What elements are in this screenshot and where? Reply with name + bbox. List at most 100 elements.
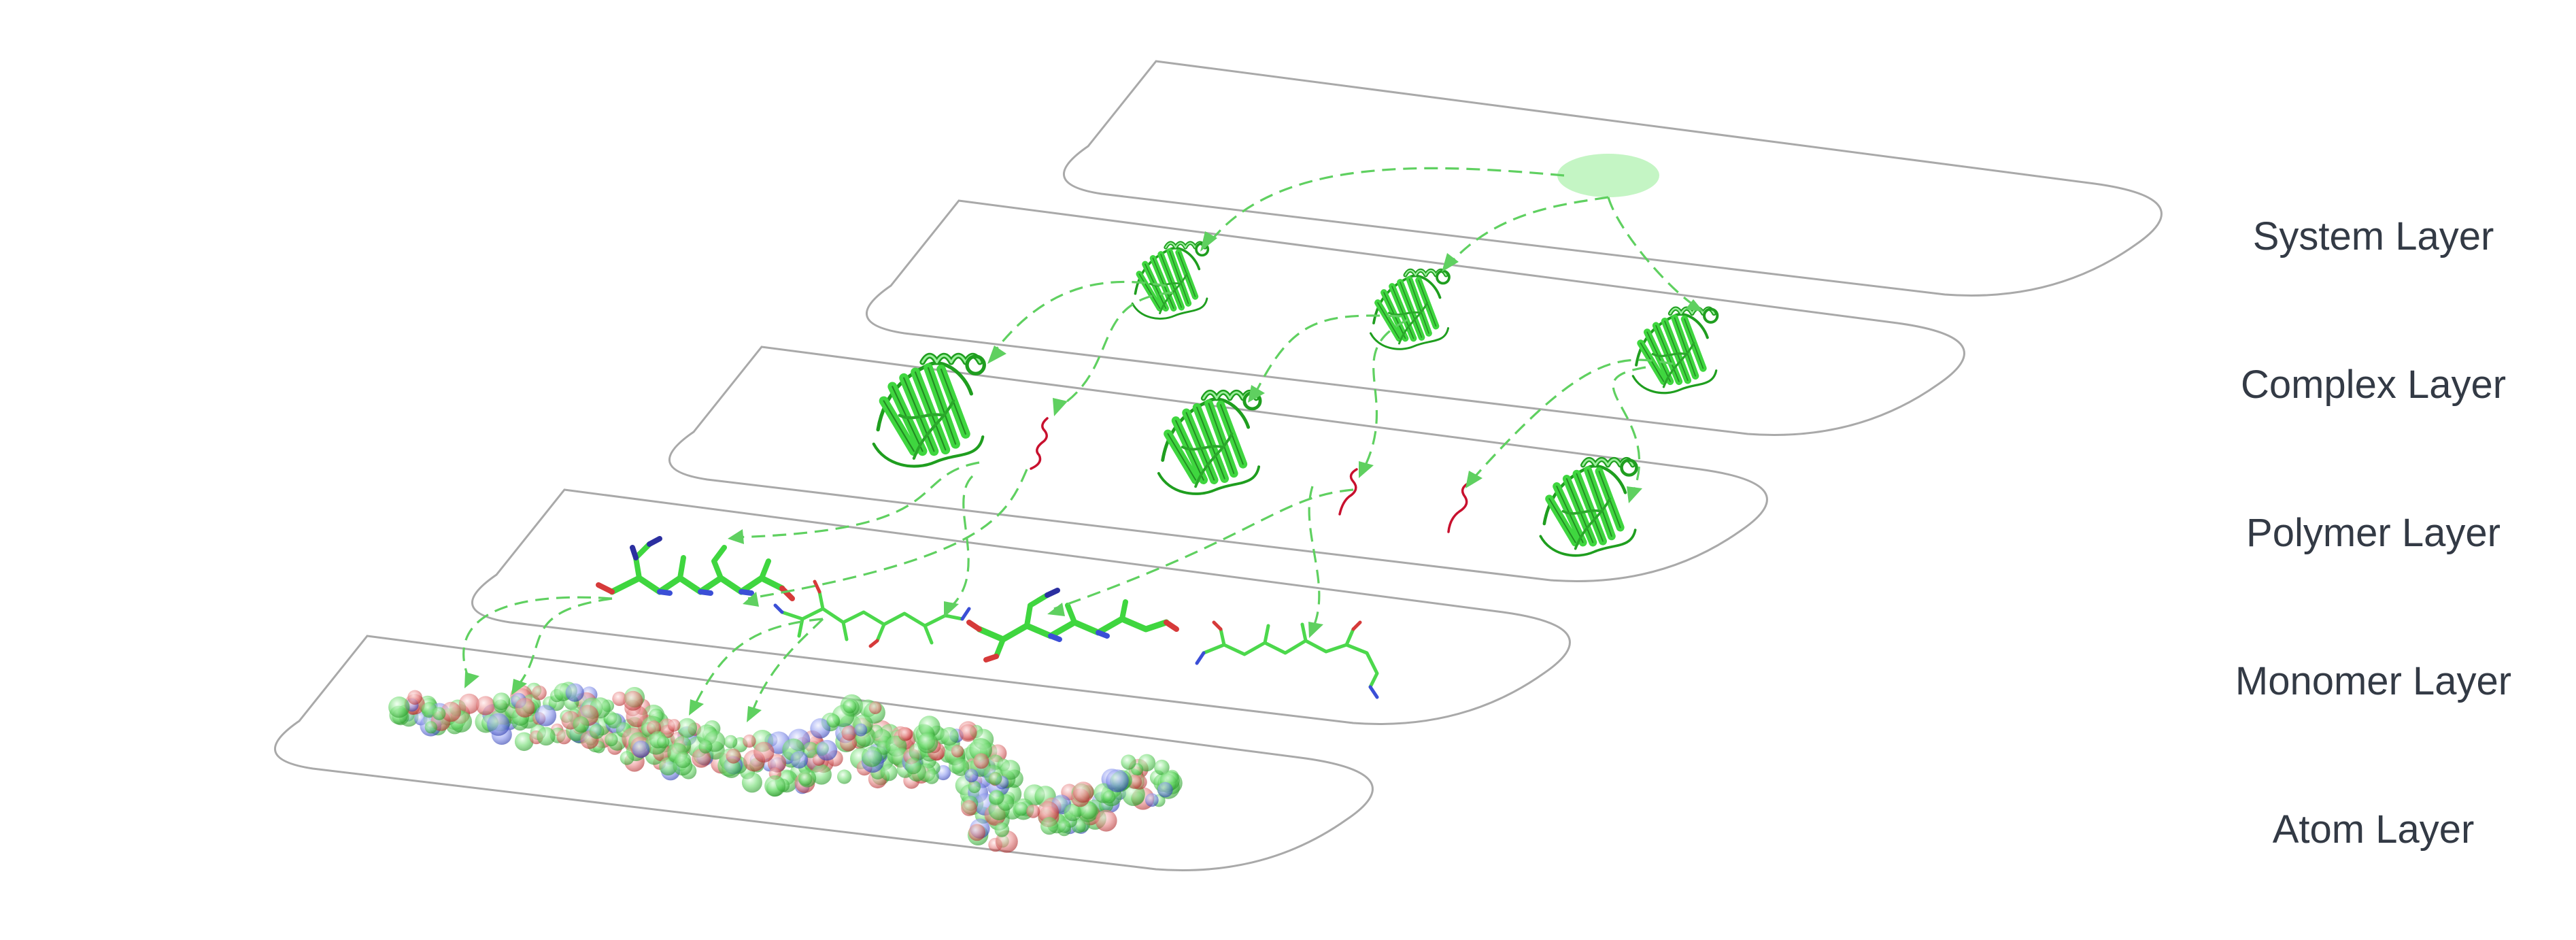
atom-sphere (898, 726, 913, 741)
atom-sphere (917, 732, 938, 754)
atom-sphere (535, 705, 557, 726)
atom-sphere (492, 692, 511, 710)
atom-sphere (475, 696, 496, 716)
atom-sphere (826, 714, 841, 728)
layer-labels: System Layer Complex Layer Polymer Layer… (2235, 214, 2511, 852)
layer-complex (866, 199, 1965, 436)
atom-sphere (626, 705, 648, 728)
atom-sphere (816, 739, 838, 761)
atom-sphere (843, 699, 857, 714)
atom-sphere (1102, 790, 1116, 804)
atom-sphere (988, 771, 1002, 786)
atom-sphere (1072, 782, 1094, 803)
atom-sphere (810, 718, 831, 739)
atom-sphere (677, 718, 698, 738)
atom-sphere (515, 697, 535, 718)
system-node-icon (1557, 154, 1659, 197)
atom-sphere (722, 758, 741, 778)
atom-sphere (1145, 793, 1159, 807)
atom-sphere (1014, 802, 1028, 816)
atom-sphere (811, 764, 832, 785)
atom-sphere (698, 739, 713, 754)
layer-label-atom: Atom Layer (2273, 807, 2475, 852)
atom-sphere (605, 733, 618, 747)
atom-sphere (964, 769, 979, 783)
atom-sphere (623, 690, 643, 711)
atom-sphere (868, 701, 882, 714)
layer-label-complex: Complex Layer (2241, 363, 2506, 407)
atom-sphere (1040, 817, 1058, 835)
atom-sphere (620, 751, 634, 765)
atom-sphere (973, 753, 989, 769)
atom-sphere (565, 683, 584, 702)
atom-sphere (940, 727, 959, 746)
atom-sphere (841, 725, 857, 741)
atom-sphere (726, 748, 741, 764)
atom-sphere (1154, 759, 1170, 775)
atom-sphere (1000, 760, 1021, 780)
atom-sphere (1037, 801, 1060, 823)
atom-sphere (802, 741, 819, 758)
hierarchy-flow-arrows (462, 167, 1704, 722)
atom-sphere (951, 745, 964, 758)
atom-sphere (632, 740, 650, 758)
atom-sphere (647, 720, 661, 735)
atom-sphere (612, 691, 627, 706)
atom-sphere (407, 690, 422, 705)
layer-system (1063, 60, 2163, 297)
atom-sphere (657, 735, 670, 749)
atom-sphere (1121, 754, 1136, 770)
atom-sphere (951, 758, 970, 776)
atom-sphere (767, 754, 787, 773)
atom-sphere (424, 721, 437, 734)
atom-sphere (904, 758, 921, 775)
atom-sphere (994, 822, 1010, 837)
atom-sphere (741, 772, 762, 793)
atom-sphere (537, 726, 556, 746)
atom-sphere (961, 800, 977, 816)
atom-sphere (514, 732, 534, 752)
peptide-chain-icon (1030, 417, 1470, 533)
stick-model-icon (596, 536, 1379, 699)
atom-sphere (861, 746, 883, 767)
atom-sphere (675, 752, 692, 769)
atom-sphere (880, 764, 898, 782)
atom-sphere (1157, 782, 1173, 798)
atom-sphere (854, 723, 868, 737)
layer-label-system: System Layer (2253, 214, 2494, 258)
atom-sphere (667, 719, 681, 732)
atom-sphere (764, 775, 786, 796)
atom-sphere (441, 701, 461, 722)
layer-monomer (471, 488, 1571, 725)
atom-sphere (837, 769, 852, 784)
atom-sphere (743, 734, 756, 748)
atom-sphere (989, 790, 1004, 805)
monomer-layer-panel (471, 488, 1571, 725)
atom-sphere (532, 685, 547, 701)
layer-atom (274, 635, 1374, 871)
atom-sphere (724, 735, 738, 749)
atom-sphere (968, 824, 986, 841)
atom-sphere (433, 707, 446, 720)
atom-sphere (1095, 809, 1117, 832)
atom-sphere (589, 724, 605, 739)
layer-polymer (668, 346, 1768, 582)
atom-sphere (790, 751, 809, 769)
atom-sphere (924, 769, 939, 784)
atom-sphere (753, 741, 775, 763)
space-filling-model-icon (388, 682, 1183, 853)
atom-sphere (573, 716, 590, 733)
atom-sphere (1106, 769, 1129, 792)
layer-label-polymer: Polymer Layer (2246, 511, 2501, 555)
atom-sphere (1064, 803, 1082, 822)
atom-sphere (458, 693, 479, 714)
atom-sphere (487, 713, 510, 736)
atom-sphere (968, 780, 981, 794)
atom-sphere (1057, 820, 1071, 833)
layer-label-monomer: Monomer Layer (2235, 659, 2511, 703)
atom-sphere (959, 724, 977, 742)
atom-sphere (606, 713, 622, 728)
atom-sphere (388, 696, 410, 718)
atom-sphere (1026, 804, 1040, 818)
